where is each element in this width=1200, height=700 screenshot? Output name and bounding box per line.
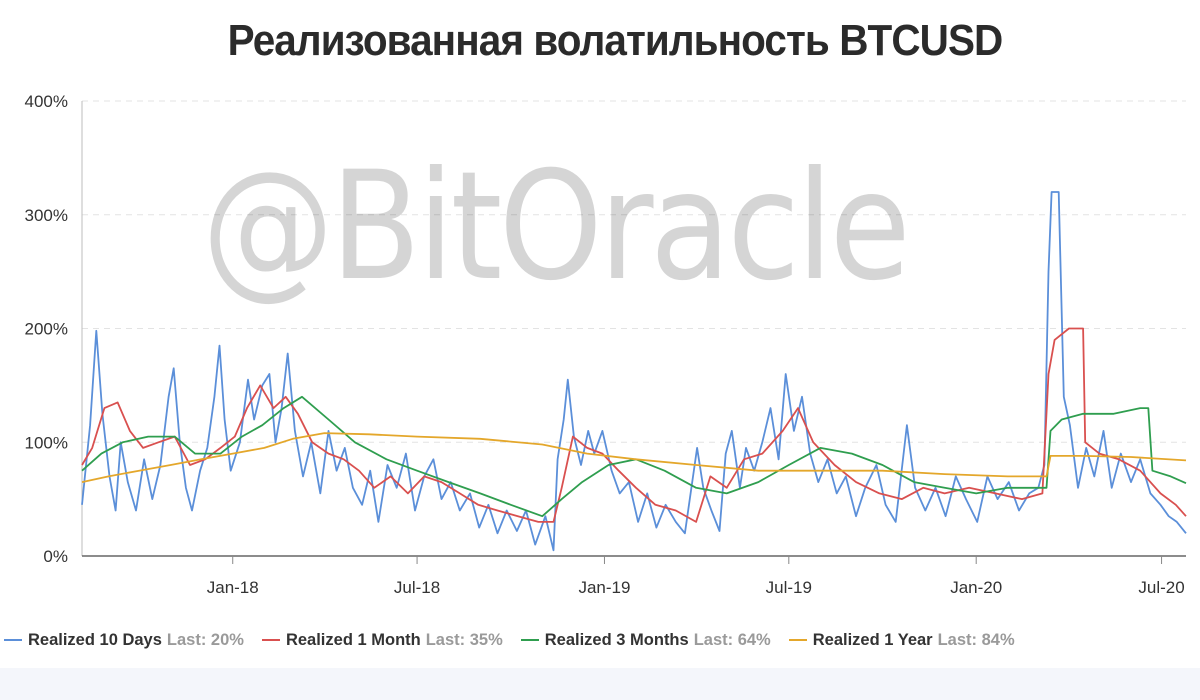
legend-series-name: Realized 10 Days xyxy=(28,630,162,649)
x-tick-label: Jul-20 xyxy=(1138,578,1184,597)
series-lines xyxy=(81,191,1187,552)
legend-swatch xyxy=(788,639,807,641)
legend-last-value: Last: 84% xyxy=(937,630,1015,649)
legend-series-name: Realized 1 Year xyxy=(812,630,933,649)
x-tick-label: Jan-18 xyxy=(207,578,259,597)
legend-item-1[interactable]: Realized 10 Days Last: 20% xyxy=(4,631,244,650)
y-tick-label: 300% xyxy=(25,206,68,225)
x-tick-label: Jan-20 xyxy=(950,578,1002,597)
series-line-4 xyxy=(81,432,1187,483)
legend: Realized 10 Days Last: 20% Realized 1 Mont… xyxy=(4,626,1200,654)
legend-item-3[interactable]: Realized 3 Months Last: 64% xyxy=(520,630,771,650)
axes: 0% 100% 200% 300% 400% Jan-18 Jul-18 Jan-19 Jul-… xyxy=(25,92,1186,597)
chart-title: Реализованная волатильность BTCUSD xyxy=(227,16,1004,65)
grid-lines xyxy=(82,100,1186,443)
legend-swatch xyxy=(261,639,280,641)
x-tick-label: Jul-18 xyxy=(394,578,440,597)
legend-last-value: Last: 35% xyxy=(425,630,503,649)
series-line-2 xyxy=(81,327,1187,523)
x-tick-label: Jul-19 xyxy=(766,578,812,597)
legend-swatch xyxy=(4,639,22,641)
y-tick-label: 0% xyxy=(43,547,68,566)
x-tick-label: Jan-19 xyxy=(578,578,630,597)
legend-series-name: Realized 3 Months xyxy=(544,630,689,649)
legend-item-2[interactable]: Realized 1 Month Last: 35% xyxy=(261,630,503,650)
legend-series-name: Realized 1 Month xyxy=(285,630,421,649)
y-tick-label: 200% xyxy=(25,320,68,339)
footer-band xyxy=(0,668,1200,700)
y-tick-label: 100% xyxy=(25,433,68,452)
legend-swatch xyxy=(520,639,539,641)
legend-item-4[interactable]: Realized 1 Year Last: 84% xyxy=(788,630,1015,650)
legend-last-value: Last: 20% xyxy=(166,630,244,649)
series-line-1 xyxy=(81,191,1187,552)
y-tick-label: 400% xyxy=(25,92,68,111)
legend-last-value: Last: 64% xyxy=(693,630,771,649)
